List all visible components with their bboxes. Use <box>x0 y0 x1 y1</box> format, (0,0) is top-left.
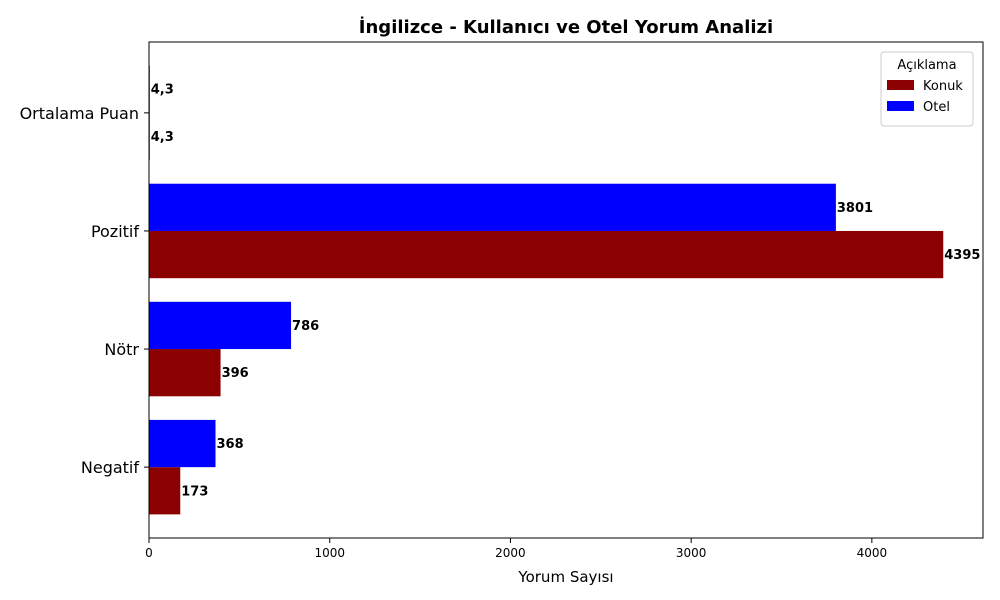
x-tick-label: 0 <box>145 546 153 560</box>
bar-otel-negatif <box>149 419 216 468</box>
data-label-otel-pozitif: 3801 <box>837 201 873 216</box>
plot-frame <box>148 41 984 539</box>
data-label-otel-ortalama-puan: 4,3 <box>151 83 174 98</box>
x-axis: 0 1000 2000 3000 4000 <box>145 538 887 560</box>
x-tick-label: 1000 <box>314 546 345 560</box>
bar-konuk-pozitif <box>149 230 944 279</box>
y-tick-label: Ortalama Puan <box>20 104 139 123</box>
data-label-konuk-nötr: 396 <box>222 366 249 381</box>
x-axis-label: Yorum Sayısı <box>517 568 613 586</box>
y-axis: Negatif Nötr Pozitif Ortalama Puan <box>20 104 149 477</box>
data-label-konuk-pozitif: 4395 <box>944 248 980 263</box>
y-tick-label: Negatif <box>81 458 139 477</box>
legend-swatch-otel <box>887 101 914 111</box>
data-label-otel-negatif: 368 <box>217 437 244 452</box>
legend: Açıklama Konuk Otel <box>880 51 974 127</box>
legend-swatch-konuk <box>887 80 914 90</box>
chart-title: İngilizce - Kullanıcı ve Otel Yorum Anal… <box>359 16 773 38</box>
x-tick-label: 3000 <box>676 546 707 560</box>
legend-title: Açıklama <box>897 58 956 73</box>
x-tick-label: 2000 <box>495 546 526 560</box>
y-tick-label: Pozitif <box>91 222 139 241</box>
bar-otel-pozitif <box>149 183 836 231</box>
data-label-konuk-negatif: 173 <box>181 484 208 499</box>
data-label-otel-nötr: 786 <box>292 319 319 334</box>
y-tick-label: Nötr <box>104 340 139 359</box>
bar-otel-nötr <box>149 301 292 350</box>
bar-konuk-negatif <box>149 467 181 515</box>
data-labels-group: 173 396 4395 4,3 368 786 3801 4,3 <box>151 83 981 500</box>
bars-group <box>149 65 944 515</box>
data-label-konuk-ortalama-puan: 4,3 <box>151 130 174 145</box>
x-tick-label: 4000 <box>857 546 888 560</box>
legend-label-konuk: Konuk <box>923 79 963 94</box>
bar-konuk-nötr <box>149 349 221 397</box>
legend-label-otel: Otel <box>923 100 950 115</box>
